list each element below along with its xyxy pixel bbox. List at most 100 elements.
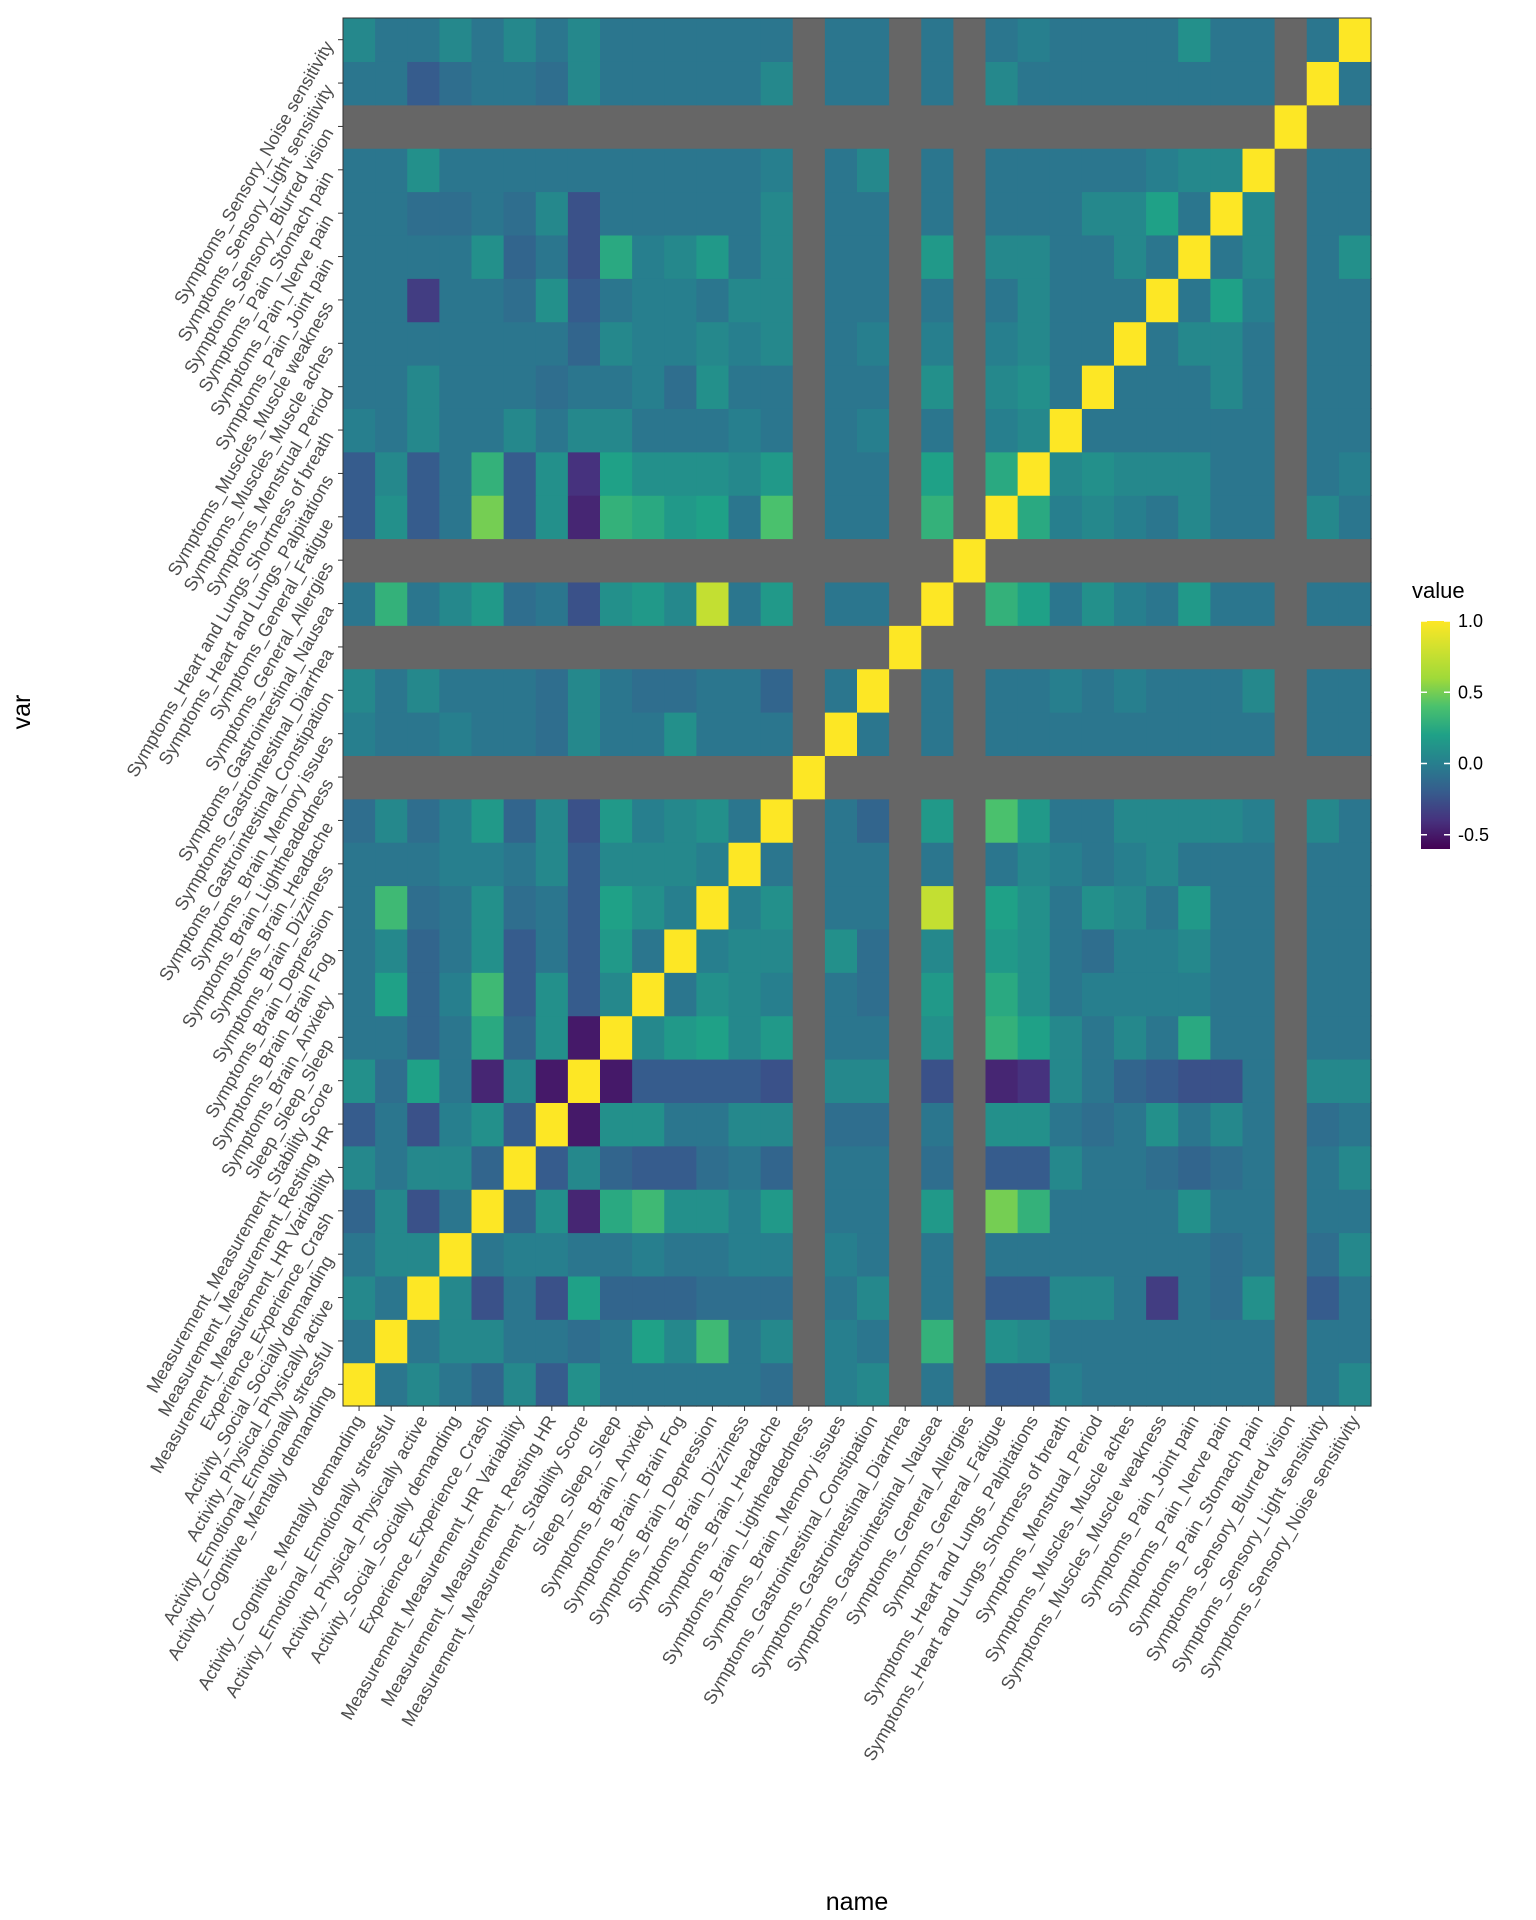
heatmap-cell <box>1274 712 1308 756</box>
legend-tick-label: -0.5 <box>1458 825 1489 845</box>
heatmap-cell <box>760 1059 794 1103</box>
heatmap-cell <box>664 755 697 800</box>
heatmap-cell <box>1306 625 1340 670</box>
heatmap-cell <box>343 451 376 496</box>
heatmap-cell <box>600 408 633 453</box>
heatmap-cell <box>535 972 569 1017</box>
heatmap-cell <box>600 148 633 193</box>
heatmap-cell <box>567 1362 601 1407</box>
heatmap-cell <box>1146 755 1179 800</box>
heatmap-cell <box>664 104 697 149</box>
heatmap-cell <box>921 1145 954 1190</box>
heatmap-cell <box>664 365 697 409</box>
heatmap-cell <box>1081 1189 1115 1234</box>
heatmap-cell <box>471 451 505 496</box>
heatmap-cell <box>375 451 408 496</box>
heatmap-cell <box>696 18 730 62</box>
heatmap-cell <box>728 1275 762 1320</box>
heatmap-cell <box>1049 625 1083 670</box>
heatmap-cell <box>1146 191 1179 236</box>
heatmap-cell <box>760 1362 794 1407</box>
heatmap-cell <box>1306 451 1340 496</box>
heatmap-cell <box>1114 755 1147 800</box>
heatmap-cell <box>439 1102 473 1147</box>
heatmap-cell <box>664 1189 697 1234</box>
heatmap-cell <box>985 668 1019 713</box>
heatmap-cell <box>1210 1189 1244 1234</box>
heatmap-cell <box>1210 18 1244 62</box>
heatmap-cell <box>792 365 826 409</box>
heatmap-cell <box>1306 61 1340 106</box>
heatmap-cell <box>1338 625 1372 670</box>
heatmap-cell <box>1210 885 1244 930</box>
heatmap-cell <box>889 1275 922 1320</box>
heatmap-cell <box>1081 625 1115 670</box>
heatmap-cell <box>1146 234 1179 279</box>
heatmap-cell <box>1306 321 1340 366</box>
heatmap-cell <box>1017 755 1051 800</box>
heatmap-cell <box>407 1102 440 1147</box>
heatmap-cell <box>407 191 440 236</box>
heatmap-cell <box>889 365 922 409</box>
heatmap-cell <box>407 148 440 193</box>
heatmap-cell <box>921 1362 954 1407</box>
heatmap-cell <box>1338 365 1372 409</box>
heatmap-cell <box>985 1015 1019 1060</box>
heatmap-cell <box>696 451 730 496</box>
heatmap-cell <box>1178 1362 1211 1407</box>
heatmap-cell <box>1146 625 1179 670</box>
heatmap-cell <box>632 1059 665 1103</box>
heatmap-cell <box>664 798 697 843</box>
heatmap-cell <box>889 581 922 626</box>
heatmap-cell <box>567 495 601 540</box>
heatmap-cell <box>1306 495 1340 540</box>
heatmap-cell <box>664 1145 697 1190</box>
heatmap-cell <box>439 1015 473 1060</box>
heatmap-cell <box>1338 1319 1372 1364</box>
heatmap-cell <box>1081 1102 1115 1147</box>
heatmap-cell <box>1210 495 1244 540</box>
heatmap-cell <box>407 321 440 366</box>
heatmap-cell <box>1114 408 1147 453</box>
heatmap-cell <box>696 798 730 843</box>
heatmap-cell <box>600 104 633 149</box>
heatmap-cell <box>1274 18 1308 62</box>
heatmap-cell <box>1146 451 1179 496</box>
heatmap-cell <box>1114 1319 1147 1364</box>
heatmap-cell <box>1210 668 1244 713</box>
heatmap-cell <box>567 408 601 453</box>
heatmap-cell <box>696 234 730 279</box>
heatmap-cell <box>1049 321 1083 366</box>
heatmap-cell <box>1338 1102 1372 1147</box>
heatmap-cell <box>792 625 826 670</box>
heatmap-cell <box>471 18 505 62</box>
heatmap-cell <box>535 1275 569 1320</box>
heatmap-cell <box>1242 495 1276 540</box>
heatmap-cell <box>857 104 890 149</box>
heatmap-cell <box>760 321 794 366</box>
heatmap-cell <box>728 1362 762 1407</box>
heatmap-cell <box>535 1232 569 1277</box>
heatmap-cell <box>1146 1059 1179 1103</box>
heatmap-cell <box>760 1145 794 1190</box>
heatmap-cell <box>600 1059 633 1103</box>
heatmap-cell <box>1017 538 1051 583</box>
heatmap-cell <box>1338 1015 1372 1060</box>
heatmap-cell <box>824 668 858 713</box>
heatmap-cell <box>1178 61 1211 106</box>
heatmap-cell <box>1178 451 1211 496</box>
heatmap-cell <box>1242 148 1276 193</box>
x-axis-title: name <box>826 1888 889 1916</box>
heatmap-cell <box>889 18 922 62</box>
heatmap-cell <box>985 1232 1019 1277</box>
heatmap-cell <box>471 104 505 149</box>
heatmap-cell <box>857 191 890 236</box>
heatmap-cell <box>921 538 954 583</box>
heatmap-cell <box>1081 1319 1115 1364</box>
heatmap-cell <box>600 755 633 800</box>
heatmap-cell <box>1017 408 1051 453</box>
heatmap-cell <box>921 451 954 496</box>
heatmap-cell <box>792 712 826 756</box>
heatmap-cell <box>889 755 922 800</box>
heatmap-cell <box>1049 61 1083 106</box>
